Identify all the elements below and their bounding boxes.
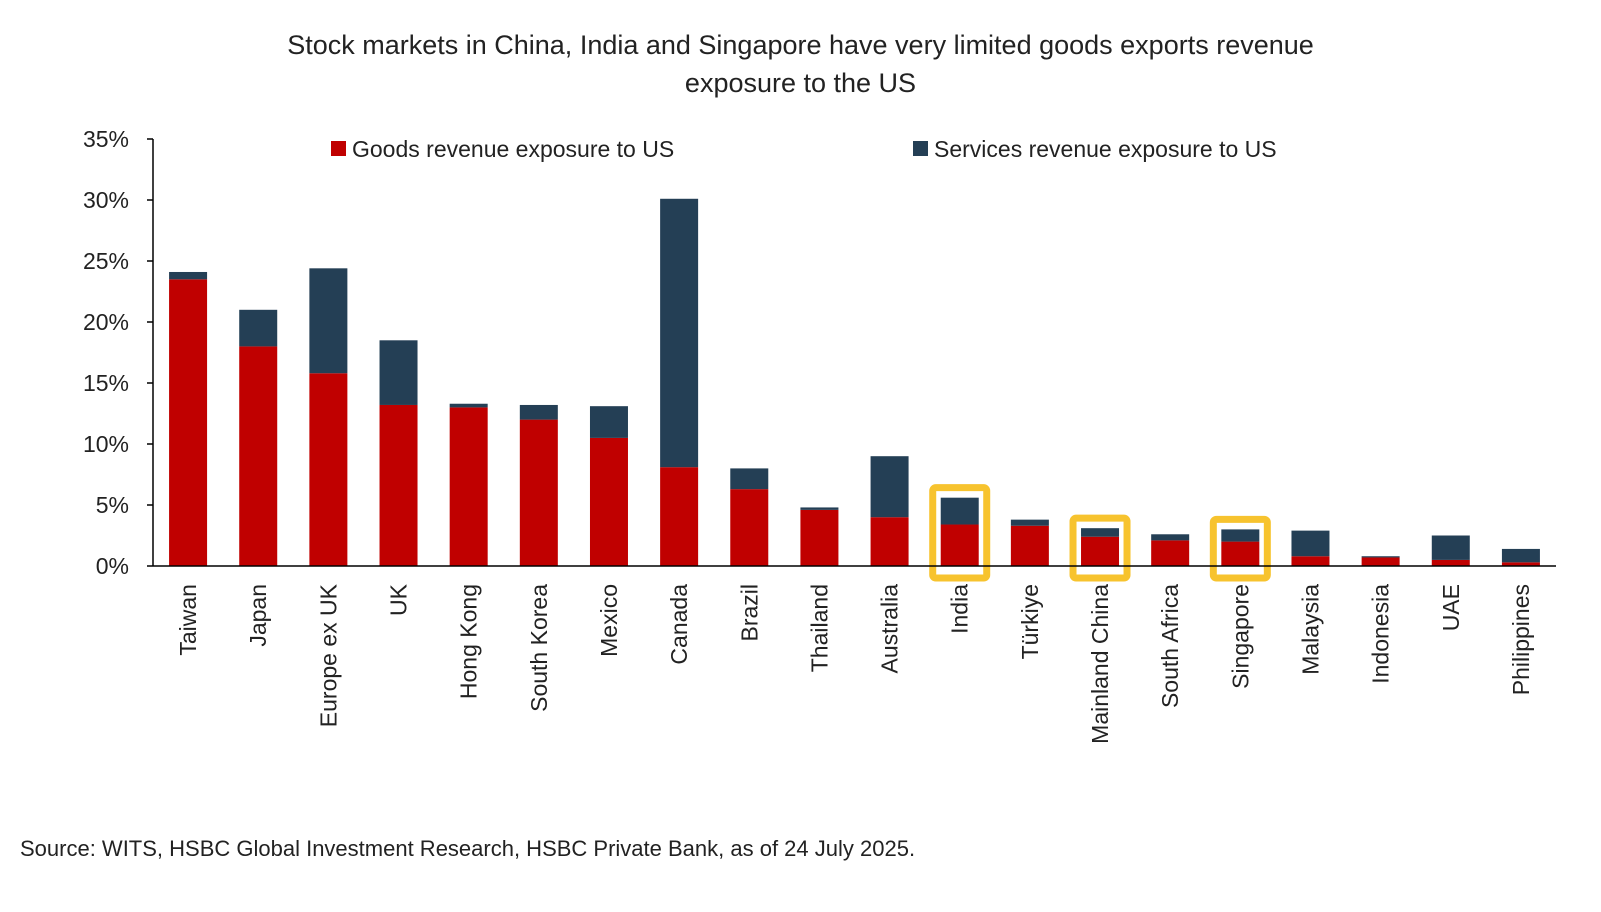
legend-label-services: Services revenue exposure to US	[934, 136, 1277, 162]
services-bar-uk	[379, 340, 418, 405]
x-tick-label: UAE	[1438, 584, 1464, 631]
y-tick-label: 0%	[96, 553, 129, 579]
y-tick-label: 25%	[83, 248, 129, 274]
goods-bar-india	[940, 524, 979, 566]
x-tick-label: Türkiye	[1017, 584, 1043, 659]
services-bar-south-africa	[1151, 534, 1190, 541]
y-tick-labels: 0% 5% 10% 15% 20% 25% 30% 35%	[83, 126, 129, 579]
services-bar-europe-ex-uk	[309, 268, 348, 374]
goods-bar-uk	[379, 404, 418, 566]
x-tick-label: India	[947, 584, 973, 634]
services-bar-uae	[1431, 535, 1470, 560]
y-tick-label: 15%	[83, 370, 129, 396]
x-tick-label: South Korea	[526, 584, 552, 712]
services-bar-taiwan	[169, 271, 208, 280]
x-tick-label: Taiwan	[175, 584, 201, 656]
goods-bar-south-africa	[1151, 540, 1190, 566]
services-bar-brazil	[730, 468, 769, 490]
x-tick-label: Canada	[666, 584, 692, 665]
goods-bar-singapore	[1221, 541, 1260, 566]
services-bar-thailand	[800, 507, 839, 510]
highlight-layer	[929, 484, 1271, 582]
services-bar-mexico	[589, 406, 628, 438]
goods-bar-mexico	[589, 437, 628, 566]
x-tick-label: Singapore	[1227, 584, 1253, 689]
x-tick-label: UK	[386, 583, 412, 616]
bars-layer	[169, 198, 1540, 566]
chart-title-line-2: exposure to the US	[684, 68, 917, 98]
goods-bar-t-rkiye	[1010, 525, 1049, 566]
services-bar-south-korea	[519, 404, 558, 420]
x-tick-label: Indonesia	[1368, 584, 1394, 684]
services-bar-philippines	[1501, 548, 1540, 563]
highlight-box-mainland-china	[1069, 514, 1131, 582]
services-bar-t-rkiye	[1010, 519, 1049, 526]
x-tick-label: Australia	[877, 584, 903, 674]
axis-layer	[147, 138, 1556, 567]
services-bar-malaysia	[1291, 530, 1330, 557]
goods-bar-philippines	[1501, 562, 1540, 566]
x-tick-label: Mexico	[596, 584, 622, 657]
goods-bar-thailand	[800, 509, 839, 566]
chart-title-line-1: Stock markets in China, India and Singap…	[287, 30, 1314, 60]
services-bar-india	[940, 497, 979, 525]
x-tick-label: Philippines	[1508, 584, 1534, 695]
goods-bar-brazil	[730, 489, 769, 566]
legend-swatch-goods	[331, 141, 346, 156]
goods-bar-europe-ex-uk	[309, 373, 348, 566]
goods-bar-indonesia	[1361, 557, 1400, 566]
goods-bar-japan	[239, 346, 278, 566]
chart-title: Stock markets in China, India and Singap…	[0, 26, 1601, 102]
x-tick-label: Europe ex UK	[315, 583, 341, 727]
goods-bar-taiwan	[169, 279, 208, 566]
goods-bar-south-korea	[519, 419, 558, 566]
legend: Goods revenue exposure to US Services re…	[331, 136, 1277, 162]
x-tick-label: Japan	[245, 584, 271, 647]
services-bar-singapore	[1221, 529, 1260, 542]
services-bar-mainland-china	[1081, 528, 1120, 537]
goods-bar-hong-kong	[449, 407, 488, 566]
y-tick-label: 10%	[83, 431, 129, 457]
services-bar-hong-kong	[449, 403, 488, 408]
legend-label-goods: Goods revenue exposure to US	[352, 136, 674, 162]
x-tick-label: South Africa	[1157, 584, 1183, 708]
y-tick-label: 35%	[83, 126, 129, 152]
source-note: Source: WITS, HSBC Global Investment Res…	[20, 836, 916, 861]
services-bar-canada	[660, 198, 699, 468]
x-tick-label: Malaysia	[1297, 584, 1323, 675]
y-tick-label: 30%	[83, 187, 129, 213]
y-tick-label: 5%	[96, 492, 129, 518]
x-tick-labels: Taiwan Japan Europe ex UK UK Hong Kong South …	[175, 583, 1534, 743]
goods-bar-canada	[660, 467, 699, 566]
goods-bar-uae	[1431, 559, 1470, 566]
goods-bar-mainland-china	[1081, 536, 1120, 566]
highlight-box-india	[929, 484, 991, 582]
y-tick-label: 20%	[83, 309, 129, 335]
services-bar-japan	[239, 309, 278, 347]
x-tick-label: Thailand	[806, 584, 832, 672]
services-bar-indonesia	[1361, 556, 1400, 558]
services-bar-australia	[870, 456, 909, 518]
highlight-box-singapore	[1209, 515, 1271, 582]
x-tick-label: Hong Kong	[456, 584, 482, 699]
x-tick-label: Mainland China	[1087, 584, 1113, 744]
x-tick-label: Brazil	[736, 584, 762, 642]
legend-swatch-services	[913, 141, 928, 156]
goods-bar-malaysia	[1291, 556, 1330, 566]
goods-bar-australia	[870, 517, 909, 566]
